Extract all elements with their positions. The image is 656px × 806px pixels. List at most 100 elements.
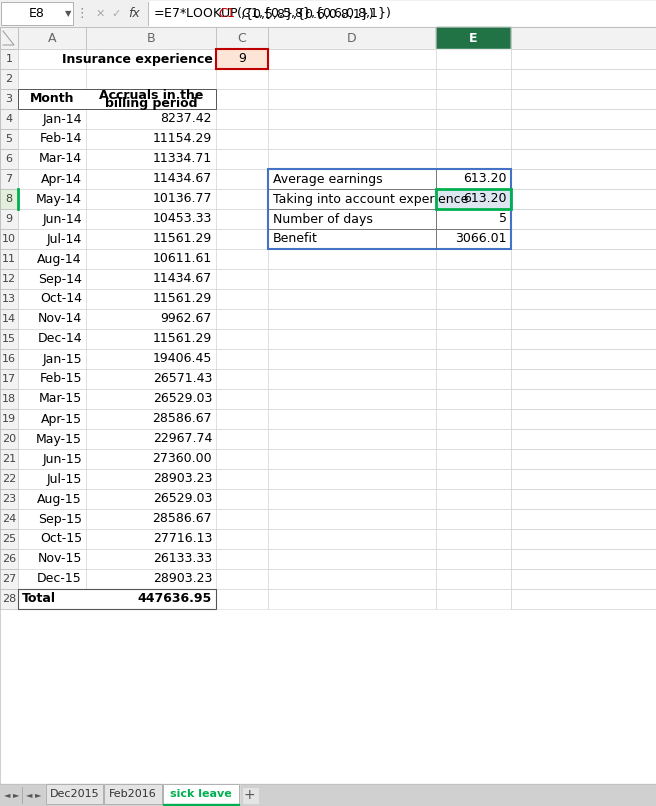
Text: 10453.33: 10453.33 bbox=[153, 213, 212, 226]
Bar bbox=[86, 389, 216, 409]
Bar bbox=[511, 529, 656, 549]
Bar bbox=[216, 169, 268, 189]
Bar bbox=[18, 589, 216, 609]
Text: Jul-15: Jul-15 bbox=[47, 472, 82, 485]
Bar bbox=[216, 89, 268, 109]
Bar bbox=[268, 429, 436, 449]
Bar bbox=[104, 784, 162, 804]
Bar bbox=[163, 784, 239, 806]
Bar bbox=[216, 189, 268, 209]
Bar bbox=[216, 509, 268, 529]
Bar bbox=[86, 489, 216, 509]
Bar bbox=[0, 109, 18, 129]
Bar bbox=[436, 289, 511, 309]
Bar bbox=[18, 549, 86, 569]
Bar bbox=[436, 449, 511, 469]
Text: 11561.29: 11561.29 bbox=[153, 293, 212, 305]
Bar bbox=[0, 49, 18, 69]
Bar bbox=[511, 549, 656, 569]
Bar bbox=[511, 169, 656, 189]
Bar bbox=[86, 589, 216, 609]
Bar bbox=[268, 27, 436, 49]
Bar bbox=[511, 569, 656, 589]
Bar bbox=[268, 289, 436, 309]
Bar bbox=[86, 109, 216, 129]
Bar bbox=[511, 409, 656, 429]
Bar bbox=[511, 49, 656, 69]
Bar bbox=[436, 27, 511, 49]
Bar bbox=[511, 229, 656, 249]
Bar bbox=[511, 429, 656, 449]
Bar bbox=[18, 149, 86, 169]
Bar bbox=[216, 209, 268, 229]
Bar bbox=[18, 89, 86, 109]
Bar bbox=[268, 469, 436, 489]
Text: 26571.43: 26571.43 bbox=[153, 372, 212, 385]
Bar bbox=[511, 149, 656, 169]
Bar bbox=[216, 589, 268, 609]
Bar bbox=[436, 269, 511, 289]
Bar bbox=[18, 409, 86, 429]
Bar bbox=[436, 429, 511, 449]
Bar bbox=[436, 189, 511, 209]
Bar bbox=[436, 169, 511, 189]
Bar bbox=[511, 329, 656, 349]
Text: B: B bbox=[147, 31, 155, 44]
Text: billing period: billing period bbox=[105, 97, 197, 110]
Bar bbox=[436, 229, 511, 249]
Bar bbox=[86, 469, 216, 489]
Bar bbox=[436, 329, 511, 349]
Text: ✕: ✕ bbox=[95, 9, 105, 19]
Bar bbox=[436, 369, 511, 389]
Bar bbox=[216, 489, 268, 509]
Bar bbox=[216, 549, 268, 569]
Text: Apr-15: Apr-15 bbox=[41, 413, 82, 426]
Bar bbox=[216, 569, 268, 589]
Bar bbox=[511, 569, 656, 589]
Bar bbox=[436, 289, 511, 309]
Bar bbox=[268, 149, 436, 169]
Bar bbox=[511, 409, 656, 429]
Bar bbox=[511, 189, 656, 209]
Bar bbox=[511, 269, 656, 289]
Bar bbox=[436, 69, 511, 89]
Text: 5: 5 bbox=[499, 213, 507, 226]
Text: 6: 6 bbox=[5, 154, 12, 164]
Bar bbox=[216, 229, 268, 249]
Bar bbox=[86, 349, 216, 369]
Text: ▼: ▼ bbox=[65, 9, 72, 18]
Bar bbox=[436, 469, 511, 489]
Bar bbox=[511, 249, 656, 269]
Bar bbox=[511, 149, 656, 169]
Text: =E7*LOOKUP($C$1,{0,5,8},{0.6,0.8,1}): =E7*LOOKUP($C$1,{0,5,8},{0.6,0.8,1}) bbox=[153, 6, 391, 22]
Bar bbox=[0, 509, 18, 529]
Bar bbox=[18, 169, 86, 189]
Bar bbox=[0, 429, 18, 449]
Bar bbox=[511, 129, 656, 149]
Bar bbox=[268, 69, 436, 89]
Text: 16: 16 bbox=[2, 354, 16, 364]
Bar bbox=[436, 569, 511, 589]
Bar bbox=[216, 49, 268, 69]
Bar bbox=[216, 529, 268, 549]
Bar bbox=[86, 489, 216, 509]
Bar bbox=[18, 369, 86, 389]
Text: Nov-14: Nov-14 bbox=[38, 313, 82, 326]
Bar bbox=[511, 369, 656, 389]
Bar bbox=[243, 788, 258, 803]
Bar bbox=[216, 389, 268, 409]
Bar bbox=[511, 89, 656, 109]
Bar bbox=[86, 409, 216, 429]
Bar bbox=[436, 549, 511, 569]
Bar bbox=[436, 529, 511, 549]
Bar bbox=[0, 389, 18, 409]
Bar bbox=[86, 529, 216, 549]
Bar bbox=[1, 2, 73, 25]
Bar bbox=[86, 129, 216, 149]
Text: 19: 19 bbox=[2, 414, 16, 424]
Text: 24: 24 bbox=[2, 514, 16, 524]
Bar bbox=[216, 409, 268, 429]
Text: 10136.77: 10136.77 bbox=[152, 193, 212, 206]
Bar bbox=[0, 369, 18, 389]
Bar bbox=[268, 27, 436, 49]
